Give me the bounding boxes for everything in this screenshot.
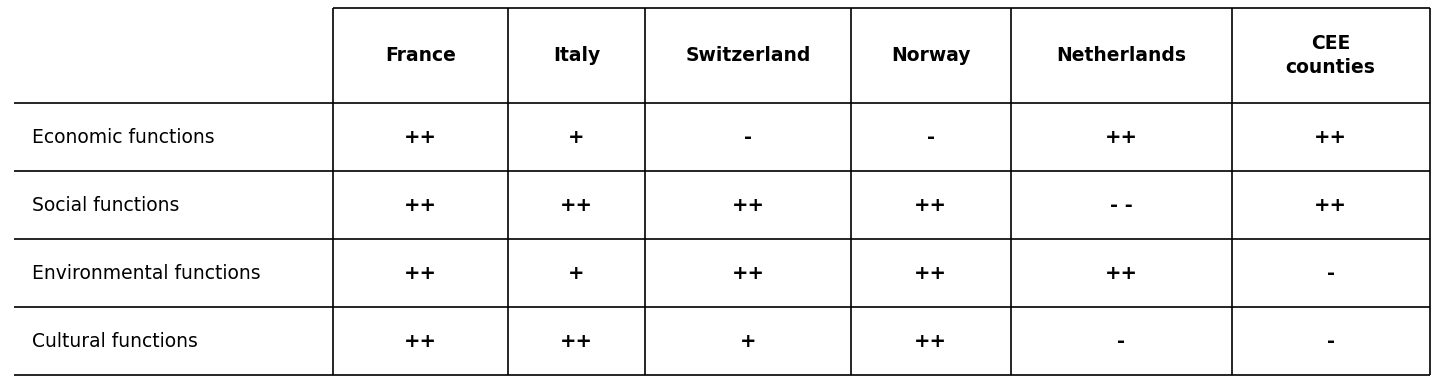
Text: +: +: [569, 264, 585, 283]
Text: ++: ++: [560, 332, 593, 351]
Text: ++: ++: [404, 128, 438, 147]
Text: ++: ++: [732, 264, 764, 283]
Text: Economic functions: Economic functions: [32, 128, 214, 147]
Text: ++: ++: [404, 264, 438, 283]
Text: -: -: [927, 128, 934, 147]
Text: -: -: [1327, 332, 1334, 351]
Text: -: -: [744, 128, 752, 147]
Text: ++: ++: [1314, 128, 1347, 147]
Text: Environmental functions: Environmental functions: [32, 264, 260, 283]
Text: -: -: [1118, 332, 1125, 351]
Text: ++: ++: [914, 332, 947, 351]
Text: ++: ++: [914, 264, 947, 283]
Text: Italy: Italy: [553, 46, 601, 65]
Text: -: -: [1327, 264, 1334, 283]
Text: ++: ++: [914, 196, 947, 215]
Text: ++: ++: [1314, 196, 1347, 215]
Text: ++: ++: [1105, 264, 1138, 283]
Text: ++: ++: [404, 332, 438, 351]
Text: ++: ++: [560, 196, 593, 215]
Text: Cultural functions: Cultural functions: [32, 332, 198, 351]
Text: Norway: Norway: [891, 46, 970, 65]
Text: Social functions: Social functions: [32, 196, 179, 215]
Text: CEE
counties: CEE counties: [1285, 34, 1376, 77]
Text: ++: ++: [1105, 128, 1138, 147]
Text: ++: ++: [732, 196, 764, 215]
Text: ++: ++: [404, 196, 438, 215]
Text: +: +: [569, 128, 585, 147]
Text: France: France: [386, 46, 456, 65]
Text: Netherlands: Netherlands: [1056, 46, 1186, 65]
Text: +: +: [739, 332, 757, 351]
Text: - -: - -: [1110, 196, 1132, 215]
Text: Switzerland: Switzerland: [686, 46, 810, 65]
